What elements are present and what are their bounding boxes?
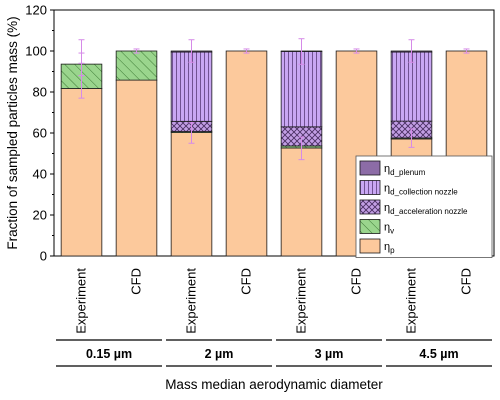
group-label: 3 µm xyxy=(315,347,344,361)
legend-swatch-acc xyxy=(359,199,381,215)
y-tick-label: 60 xyxy=(33,126,47,141)
x-group-labels: 0.15 µm 2 µm 3 µm 4.5 µm xyxy=(56,339,492,367)
y-tick-label: 80 xyxy=(33,85,47,100)
legend-label-plen: ηd_plenum xyxy=(384,163,426,177)
bar-segment-p xyxy=(170,132,213,257)
y-tick-label: 20 xyxy=(33,208,47,223)
bar-segment-coll xyxy=(170,51,213,122)
x-category-label: Experiment xyxy=(74,268,89,334)
x-category-label: CFD xyxy=(129,268,144,295)
bar-segment-p xyxy=(225,50,268,257)
x-axis-title: Mass median aerodynamic diameter xyxy=(165,377,383,392)
bar-segment-p xyxy=(280,147,323,257)
bar-segment-coll xyxy=(390,51,433,122)
bar-segment-p xyxy=(60,88,103,257)
group-label: 2 µm xyxy=(205,347,234,361)
y-tick-label: 120 xyxy=(25,3,47,18)
x-category-label: CFD xyxy=(239,268,254,295)
bar-segment-p xyxy=(115,79,158,257)
bar-segment-v xyxy=(115,50,158,81)
legend-swatch-coll xyxy=(359,180,381,195)
group-label: 4.5 µm xyxy=(419,347,458,361)
legend-label-acc: ηd_acceleration nozzle xyxy=(384,202,468,216)
x-category-labels: Experiment CFD Experiment CFD Experiment CFD E… xyxy=(74,268,474,334)
error-bars xyxy=(78,38,470,161)
legend: ηd_plenum ηd_collection nozzle ηd_accelera… xyxy=(355,155,493,258)
x-category-label: Experiment xyxy=(294,268,309,334)
legend-swatch-p xyxy=(359,238,381,254)
group-label: 0.15 µm xyxy=(86,347,132,361)
x-category-label: CFD xyxy=(459,268,474,295)
y-axis-ticks: 0 20 40 60 80 100 120 xyxy=(25,3,54,264)
legend-label-p: ηp xyxy=(384,241,395,255)
y-tick-label: 40 xyxy=(33,167,47,182)
x-category-label: Experiment xyxy=(404,268,419,334)
legend-swatch-v xyxy=(359,219,381,234)
x-category-label: CFD xyxy=(349,268,364,295)
legend-swatch-plen xyxy=(359,160,381,176)
legend-label-v: ηv xyxy=(384,222,394,236)
y-axis-title: Fraction of sampled particles mass (%) xyxy=(5,16,20,249)
legend-label-coll: ηd_collection nozzle xyxy=(384,183,458,197)
y-tick-label: 100 xyxy=(25,44,47,59)
x-category-label: Experiment xyxy=(184,268,199,334)
y-tick-label: 0 xyxy=(40,249,47,264)
